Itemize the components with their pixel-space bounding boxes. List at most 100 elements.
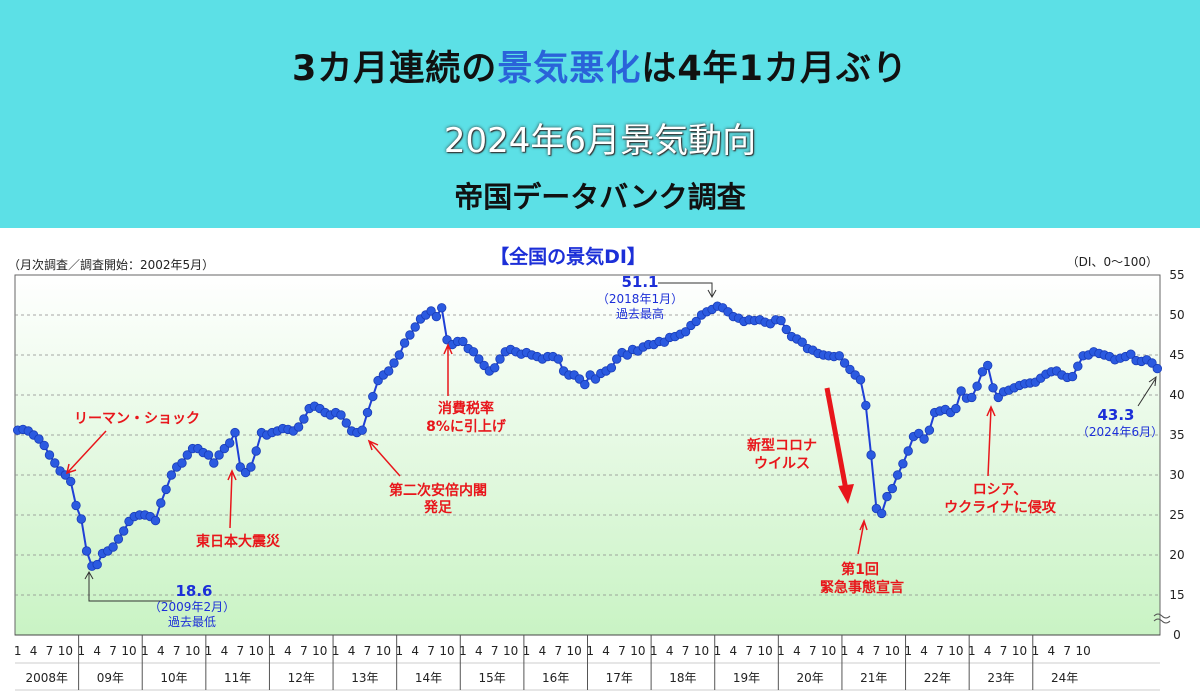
russia-arrow	[986, 405, 996, 477]
data-point	[246, 462, 256, 472]
month-tick-label: 7	[46, 644, 54, 658]
y-tick-label: 55	[1169, 268, 1184, 282]
headline-part1: 3カ月連続の	[291, 49, 498, 89]
month-tick-label: 4	[1047, 644, 1055, 658]
source-label: 帝国データバンク調査	[454, 180, 746, 214]
month-tick-label: 10	[694, 644, 709, 658]
title-banner: 3カ月連続の景気悪化は4年1カ月ぶり 2024年6月景気動向 帝国データバンク調…	[0, 0, 1200, 228]
year-label: 21年	[860, 671, 887, 685]
data-point	[150, 515, 161, 526]
data-point	[983, 360, 993, 371]
data-point	[1126, 349, 1136, 359]
month-tick-label: 10	[121, 644, 136, 658]
data-point	[437, 303, 447, 313]
data-point	[468, 347, 479, 357]
month-tick-label: 1	[77, 644, 85, 658]
month-tick-label: 7	[809, 644, 817, 658]
data-point	[65, 476, 76, 487]
y-axis: 0 15 20 25 30 35 40 45 50 55	[1169, 268, 1184, 642]
data-point	[951, 403, 961, 414]
month-tick-label: 7	[364, 644, 372, 658]
data-point	[776, 315, 786, 326]
data-point	[44, 450, 55, 460]
data-point	[580, 379, 590, 390]
low-pointer	[88, 572, 172, 602]
month-tick-label: 10	[630, 644, 645, 658]
data-point	[389, 358, 399, 368]
high-date-label: （2018年1月）	[597, 292, 683, 306]
covid-arrow	[824, 387, 849, 491]
month-tick-label: 10	[185, 644, 200, 658]
data-point	[691, 316, 701, 327]
data-point	[606, 363, 617, 373]
month-tick-label: 4	[93, 644, 101, 658]
month-tick-label: 4	[984, 644, 992, 658]
y-tick-label: 35	[1169, 428, 1184, 442]
data-point	[92, 559, 102, 570]
month-tick-label: 7	[109, 644, 117, 658]
month-tick-label: 4	[157, 644, 165, 658]
data-point	[410, 322, 420, 332]
data-point	[1073, 361, 1083, 371]
quake-arrow	[227, 469, 237, 529]
lehman-arrow	[65, 430, 107, 475]
latest-value-label: 43.3	[1097, 406, 1134, 424]
month-tick-label: 7	[618, 644, 626, 658]
low-caption: 過去最低	[168, 615, 216, 629]
data-point	[877, 508, 887, 519]
year-label: 20年	[796, 671, 823, 685]
month-tick-label: 10	[249, 644, 264, 658]
year-label: 09年	[97, 671, 124, 685]
month-tick-label: 4	[920, 644, 928, 658]
emergency-annotation-line1: 第1回	[841, 561, 879, 578]
data-point	[553, 354, 564, 364]
y-tick-label: 45	[1169, 348, 1184, 362]
month-tick-label: 1	[1032, 644, 1040, 658]
data-point	[1067, 371, 1078, 382]
year-label: 15年	[478, 671, 505, 685]
data-point	[299, 414, 309, 424]
year-label: 10年	[160, 671, 187, 685]
data-point	[81, 546, 92, 556]
note-right: （DI、0〜100）	[1067, 255, 1158, 269]
data-point	[399, 338, 410, 348]
month-tick-label: 7	[745, 644, 753, 658]
data-point	[362, 407, 373, 418]
y-tick-label: 15	[1169, 588, 1184, 602]
month-tick-label: 7	[300, 644, 308, 658]
data-point	[919, 434, 929, 444]
month-tick-label: 10	[439, 644, 454, 658]
russia-annotation-line1: ロシア、	[973, 482, 1028, 498]
month-tick-label: 4	[348, 644, 356, 658]
month-tick-label: 7	[236, 644, 244, 658]
month-tick-label: 7	[1063, 644, 1071, 658]
month-tick-label: 1	[586, 644, 594, 658]
data-point	[781, 324, 792, 335]
tax-annotation-line2: 8%に引上げ	[426, 419, 507, 435]
covid-annotation-line2: ウイルス	[754, 456, 810, 472]
note-left: （月次調査／調査開始：2002年5月）	[8, 258, 214, 272]
headline-part2: は4年1カ月ぶり	[641, 49, 909, 89]
latest-pointer	[1137, 375, 1157, 407]
lehman-annotation: リーマン・ショック	[74, 411, 200, 427]
data-point	[71, 500, 81, 511]
year-label: 18年	[669, 671, 696, 685]
covid-arrow-head	[838, 484, 854, 504]
month-tick-label: 10	[948, 644, 963, 658]
year-label: 13年	[351, 671, 378, 685]
month-tick-label: 4	[666, 644, 674, 658]
month-tick-label: 4	[30, 644, 38, 658]
high-pointer-head	[707, 289, 717, 299]
data-point	[161, 484, 171, 495]
data-point	[967, 392, 977, 403]
low-date-label: （2009年2月）	[149, 600, 235, 614]
month-tick-label: 1	[714, 644, 722, 658]
month-tick-label: 1	[395, 644, 403, 658]
month-tick-label: 4	[539, 644, 547, 658]
axis-break-mark	[1153, 613, 1171, 624]
data-point	[394, 350, 405, 360]
data-point	[956, 386, 966, 396]
data-point	[368, 391, 378, 402]
